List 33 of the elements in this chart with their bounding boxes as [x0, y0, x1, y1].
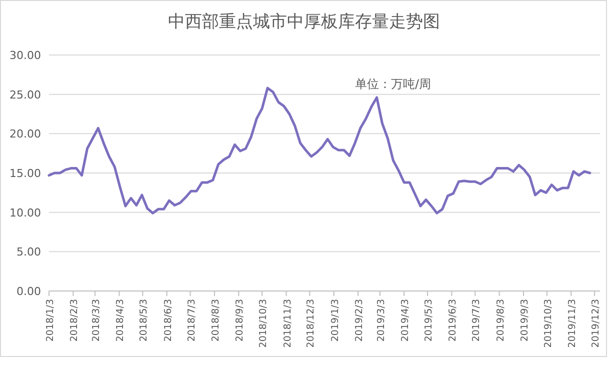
- x-tick-label: 2019/3/3: [376, 299, 387, 342]
- y-tick-label: 5.00: [16, 246, 41, 259]
- x-tick-label: 2018/9/3: [234, 299, 246, 342]
- x-tick-label: 2019/1/3: [330, 299, 341, 342]
- x-tick-label: 2019/6/3: [448, 299, 459, 342]
- x-tick-label: 2018/5/3: [138, 299, 150, 342]
- y-tick-label: 30.00: [10, 49, 41, 62]
- x-tick-label: 2018/6/3: [162, 299, 174, 342]
- y-tick-label: 10.00: [10, 206, 41, 220]
- x-tick-label: 2019/4/3: [400, 299, 412, 342]
- x-tick-label: 2018/12/3: [306, 299, 317, 348]
- x-tick-label: 2019/10/3: [542, 299, 554, 348]
- x-tick-label: 2018/7/3: [186, 299, 198, 342]
- annotation: 单位：万吨/周: [355, 77, 432, 91]
- y-tick-label: 25.00: [10, 88, 41, 102]
- x-tick-label: 2018/2/3: [69, 299, 80, 342]
- x-tick-label: 2018/4/3: [115, 299, 126, 342]
- x-tick-label: 2018/10/3: [258, 299, 270, 348]
- x-tick-label: 2019/2/3: [354, 299, 366, 342]
- x-tick-label: 2019/5/3: [424, 299, 435, 342]
- x-tick-label: 2019/8/3: [495, 299, 506, 342]
- chart-title: 中西部重点城市中厚板库存量走势图: [168, 12, 440, 32]
- x-tick-label: 2019/9/3: [520, 299, 531, 342]
- x-tick-label: 2018/1/3: [45, 299, 56, 342]
- x-tick-label: 2018/8/3: [210, 299, 222, 342]
- x-tick-label: 2019/11/3: [567, 299, 578, 348]
- x-tick-label: 2019/7/3: [471, 299, 482, 342]
- x-tick-label: 2019/12/3: [590, 299, 602, 348]
- y-tick-label: 20.00: [10, 128, 41, 141]
- y-tick-label: 15.00: [10, 167, 41, 180]
- x-tick-label: 2018/3/3: [91, 299, 102, 342]
- x-tick-label: 2018/11/3: [282, 299, 294, 348]
- y-tick-label: 0.00: [16, 285, 41, 298]
